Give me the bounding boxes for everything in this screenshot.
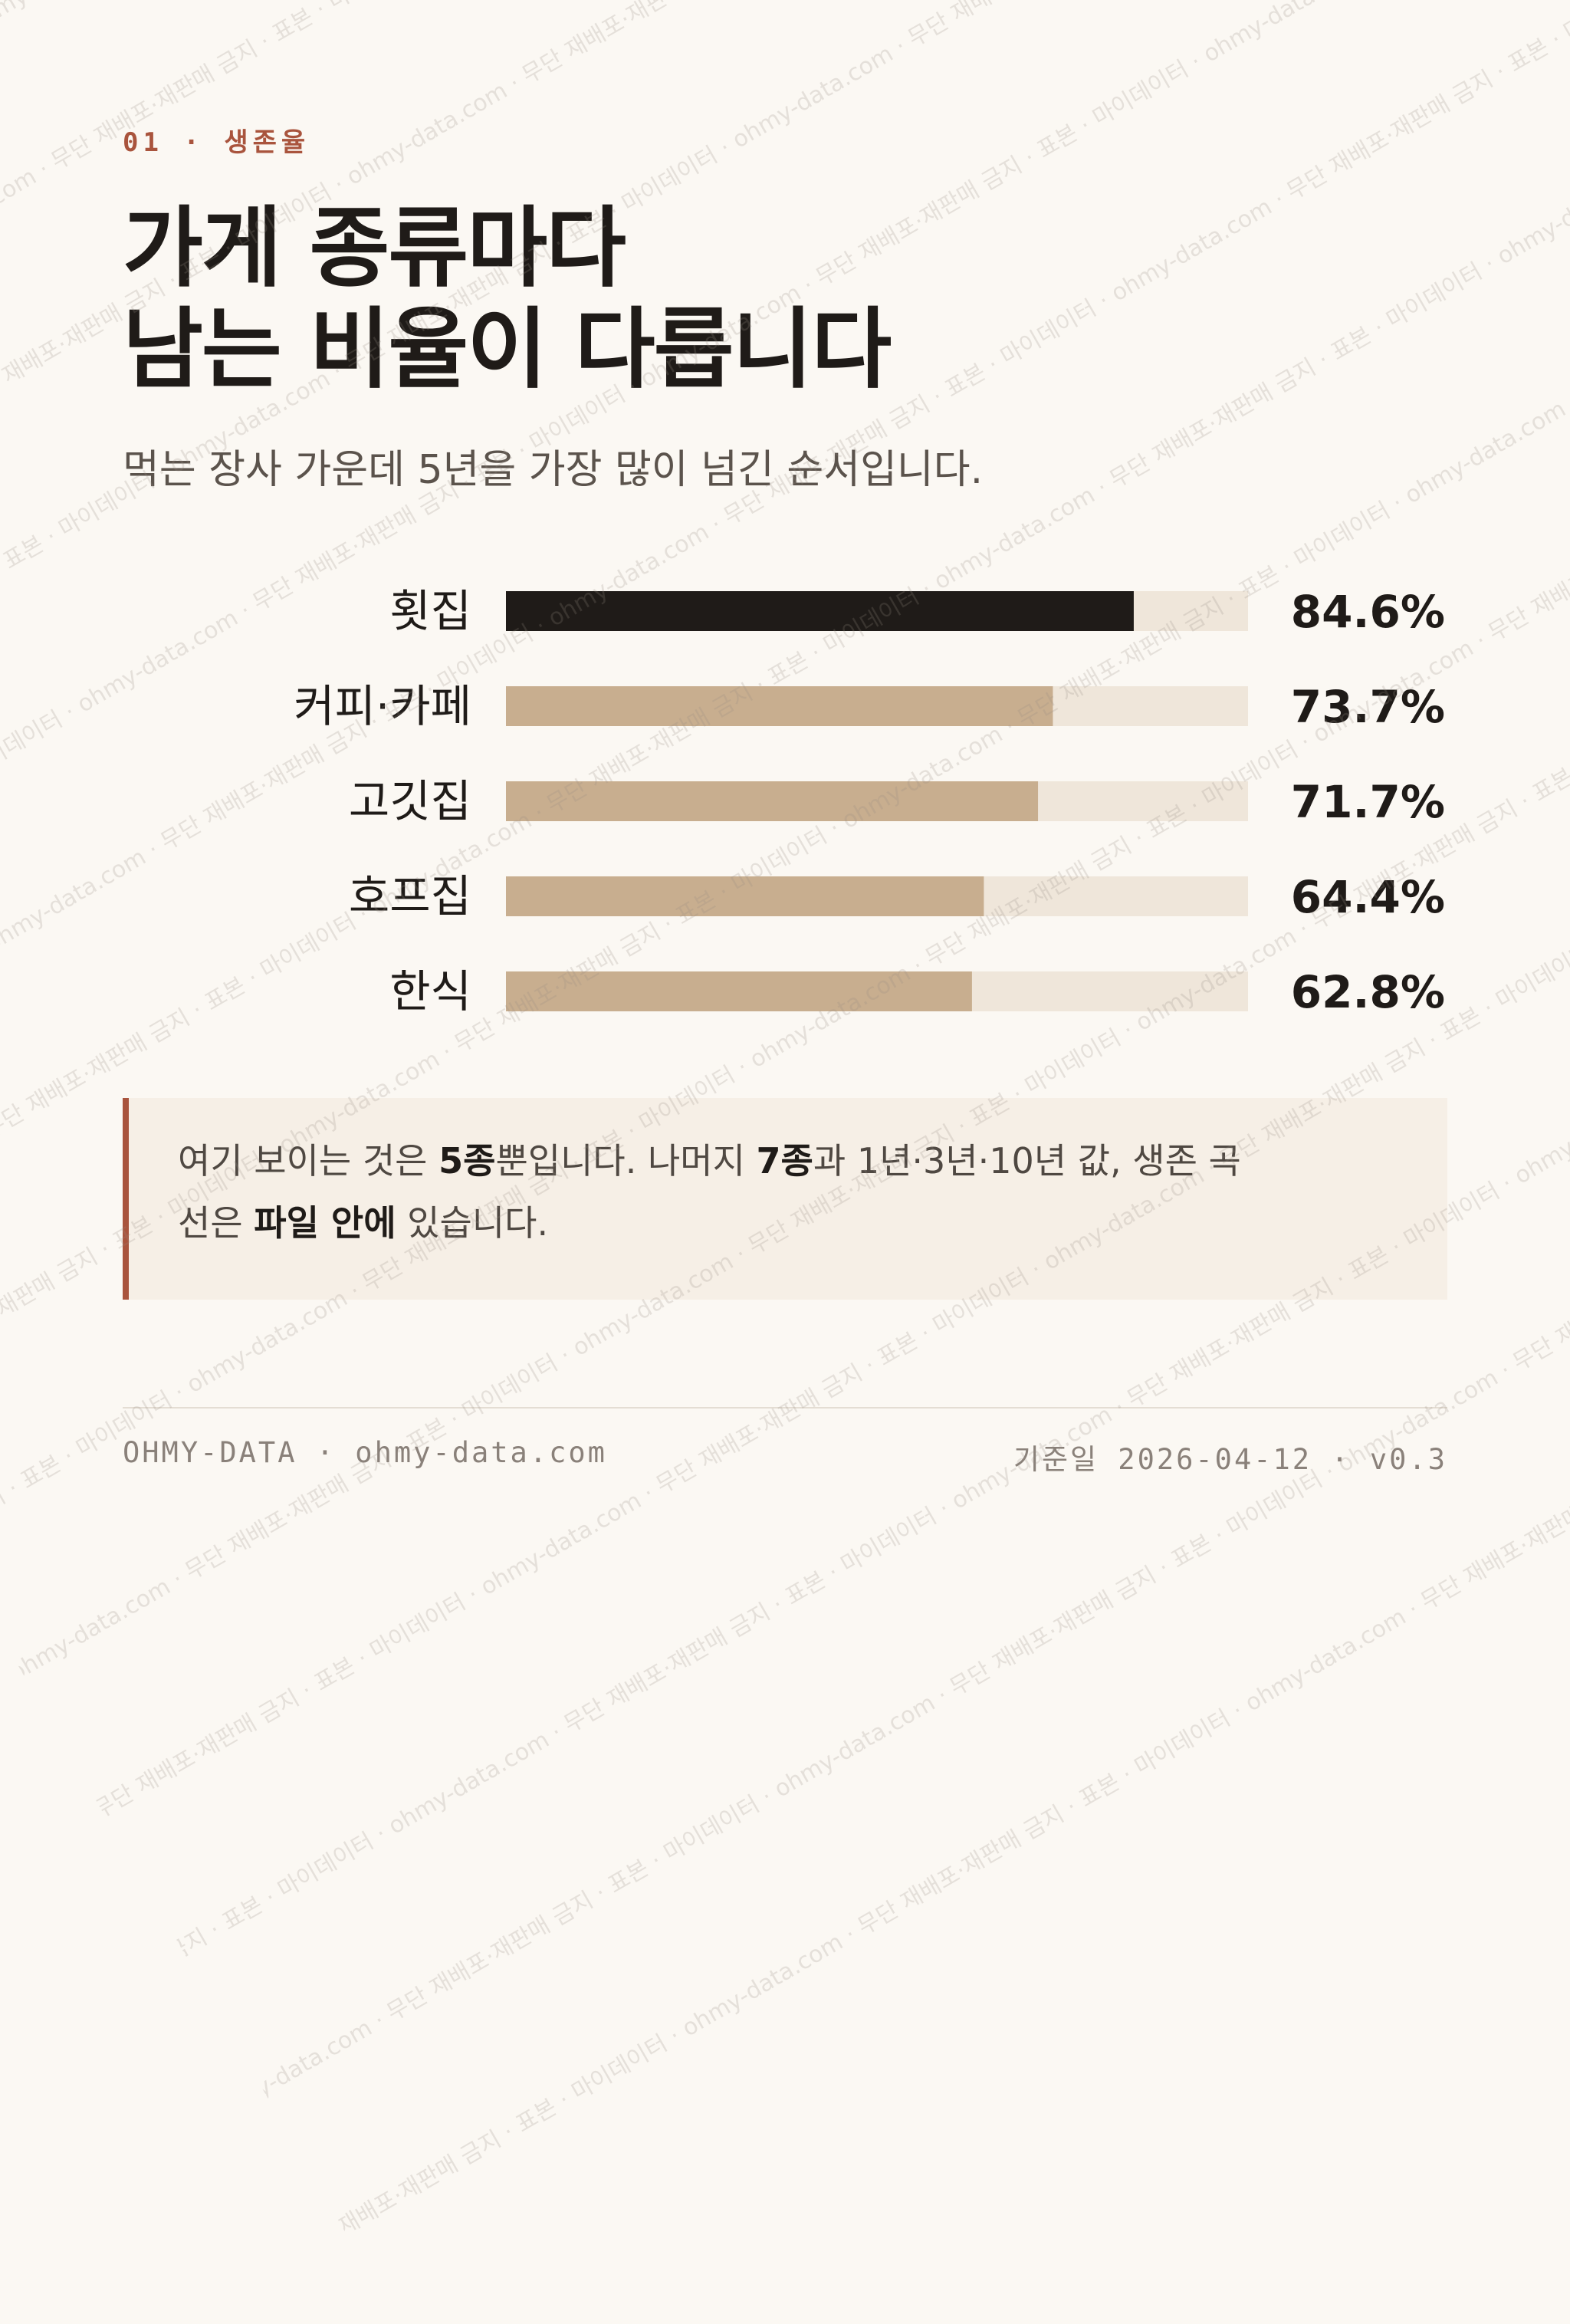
subtitle: 먹는 장사 가운데 5년을 가장 많이 넘긴 순서입니다.: [123, 447, 984, 493]
category-label: 고깃집: [349, 775, 471, 827]
footer-brand: OHMY-DATA · ohmy-data.com: [123, 1436, 607, 1469]
bar: [506, 876, 984, 916]
bar-chart: 횟집 84.6% 커피·카페 73.7% 고깃집 71.7% 호프집 64.4% 한식 62.8%: [294, 585, 1445, 1018]
bar: [506, 781, 1039, 821]
title-line-2: 남는 비율이 다릅니다: [123, 298, 892, 400]
note-text-5: 있습니다.: [396, 1202, 549, 1244]
note-text-2: 뿐입니다. 나머지: [495, 1140, 757, 1182]
note-text-3: 과 1년·3년·10년 값, 생존 곡: [813, 1140, 1241, 1182]
note-bold-2: 7종: [756, 1140, 813, 1182]
note-bold-1: 5종: [438, 1140, 496, 1182]
note-text-1: 여기 보이는 것은: [178, 1140, 439, 1182]
value-label: 71.7%: [1291, 776, 1445, 828]
title-line-1: 가게 종류마다: [123, 197, 626, 299]
value-label: 62.8%: [1291, 966, 1445, 1018]
page-title: 가게 종류마다 남는 비율이 다릅니다: [123, 197, 892, 400]
note-bold-3: 파일 안에: [254, 1202, 396, 1244]
section-eyebrow: 01 · 생존율: [123, 127, 310, 158]
bar: [506, 686, 1053, 726]
footer-divider: [123, 1407, 1447, 1409]
note-text-4: 선은: [178, 1202, 255, 1244]
bar: [506, 591, 1134, 631]
value-label: 64.4%: [1291, 871, 1445, 923]
note-box: 여기 보이는 것은 5종뿐입니다. 나머지 7종과 1년·3년·10년 값, 생…: [123, 1098, 1447, 1300]
category-label: 횟집: [389, 585, 471, 637]
note-text: 여기 보이는 것은 5종뿐입니다. 나머지 7종과 1년·3년·10년 값, 생…: [178, 1130, 1401, 1254]
bar: [506, 971, 972, 1011]
category-label: 호프집: [349, 870, 471, 922]
value-label: 84.6%: [1291, 586, 1445, 638]
category-label: 한식: [389, 965, 471, 1017]
category-label: 커피·카페: [294, 680, 471, 732]
value-label: 73.7%: [1291, 681, 1445, 733]
footer-date-version: 기준일 2026-04-12 · v0.3: [1013, 1443, 1447, 1476]
